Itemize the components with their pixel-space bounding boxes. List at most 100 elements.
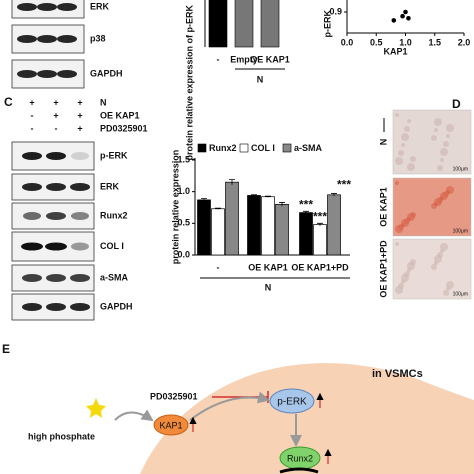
texture xyxy=(407,163,415,171)
condition-label: OE KAP1 xyxy=(100,110,140,120)
y-tick-label: 0.0 xyxy=(177,249,190,259)
band xyxy=(71,242,89,251)
error-bar xyxy=(215,207,221,210)
band xyxy=(71,212,89,220)
arrow xyxy=(114,409,154,422)
condition-sign: - xyxy=(31,110,34,120)
band xyxy=(46,274,66,282)
condition-sign: + xyxy=(77,110,82,120)
significance: *** xyxy=(313,210,327,224)
x-tick-label: 1.5 xyxy=(428,37,441,47)
x-tick-label: OE KAP1 xyxy=(250,54,290,64)
y-axis-label: protein relative expression xyxy=(170,150,180,265)
error-bar xyxy=(229,179,235,185)
texture xyxy=(443,290,449,296)
texture xyxy=(395,157,403,165)
texture xyxy=(434,128,438,132)
error-bar xyxy=(265,195,271,198)
band xyxy=(70,183,90,191)
x-tick-label: 1.0 xyxy=(399,37,412,47)
point xyxy=(403,9,408,15)
bar xyxy=(225,181,239,256)
diagram-title: in VSMCs xyxy=(372,368,423,380)
band xyxy=(46,183,66,191)
point xyxy=(391,18,397,23)
y-tick-label: 1.5 xyxy=(177,154,190,164)
legend-label: Runx2 xyxy=(209,143,237,153)
texture xyxy=(434,118,442,126)
panel-label: C xyxy=(4,95,13,109)
legend-swatch xyxy=(282,143,292,153)
band xyxy=(46,212,66,220)
point xyxy=(406,15,411,21)
blot-label: a-SMA xyxy=(100,272,129,282)
band xyxy=(17,3,37,11)
texture xyxy=(431,264,437,270)
node-label: p-ERK xyxy=(277,397,307,408)
band xyxy=(17,70,37,78)
texture xyxy=(395,113,399,117)
band xyxy=(22,274,42,282)
band xyxy=(46,152,66,160)
y-tick-label: 0.9 xyxy=(329,6,342,16)
texture xyxy=(410,156,416,162)
blot-label: Runx2 xyxy=(100,210,128,220)
condition-sign: + xyxy=(29,97,34,107)
error-bar xyxy=(279,202,285,207)
band xyxy=(22,183,42,191)
bar xyxy=(313,224,327,256)
texture xyxy=(437,165,443,171)
error-bar xyxy=(251,194,257,197)
y-axis-label: protein relative expression of p-ERK xyxy=(184,5,194,161)
condition-label: OE KAP1 xyxy=(378,187,388,227)
scale-label: 100μm xyxy=(453,228,468,234)
legend-label: COL I xyxy=(251,143,275,153)
y-tick-label: 0.5 xyxy=(177,218,190,228)
band xyxy=(21,242,43,251)
bar xyxy=(234,0,254,48)
bar xyxy=(247,195,261,256)
band xyxy=(70,274,90,282)
band xyxy=(23,212,41,220)
panel-label: D xyxy=(452,97,461,111)
x-tick-label: OE KAP1+PD xyxy=(291,262,349,272)
x-tick-label: - xyxy=(217,262,220,272)
band xyxy=(46,303,66,311)
bar xyxy=(299,212,313,256)
texture xyxy=(398,283,404,289)
node xyxy=(153,414,189,436)
band xyxy=(57,3,77,11)
x-tick-label: Empty xyxy=(230,54,258,64)
legend-swatch xyxy=(197,143,207,153)
bar xyxy=(261,196,275,256)
condition-label: OE KAP1+PD xyxy=(378,240,388,298)
x-tick-label: 2.0 xyxy=(458,37,471,47)
texture xyxy=(395,181,399,185)
condition-sign: - xyxy=(55,123,58,133)
bar xyxy=(275,203,289,256)
texture xyxy=(440,243,448,251)
bar xyxy=(327,194,341,256)
bar xyxy=(260,0,280,48)
texture xyxy=(437,252,443,258)
condition-sign: + xyxy=(77,123,82,133)
scale-label: 100μm xyxy=(453,291,468,297)
bar xyxy=(211,208,225,256)
group-label: N xyxy=(257,74,264,84)
y-tick-label: 1.0 xyxy=(177,186,190,196)
cell xyxy=(140,363,474,474)
x-axis-label: KAP1 xyxy=(383,46,407,56)
condition-sign: - xyxy=(31,123,34,133)
texture xyxy=(431,135,437,141)
texture xyxy=(404,126,410,132)
band xyxy=(17,35,37,43)
texture xyxy=(401,143,405,147)
texture xyxy=(440,148,448,156)
blot-label: COL I xyxy=(100,241,124,251)
texture xyxy=(446,281,454,289)
error-bar xyxy=(317,222,323,226)
error-bar xyxy=(331,193,337,197)
blot-label: ERK xyxy=(100,181,120,191)
error-bar xyxy=(303,210,309,214)
blot-label: p38 xyxy=(90,33,106,43)
